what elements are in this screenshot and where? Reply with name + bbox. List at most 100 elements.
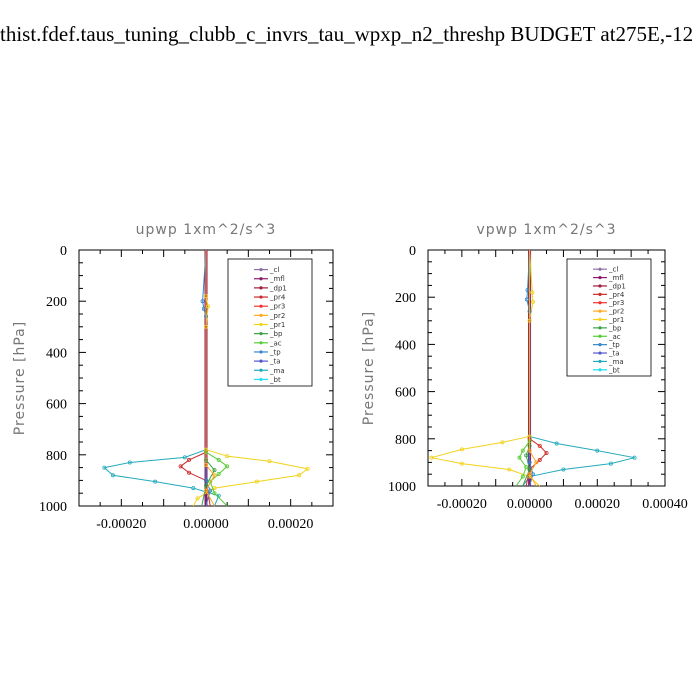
legend-label: _dp1 [269, 284, 287, 292]
legend-label: _ma [269, 367, 285, 375]
legend-label: _pr4 [608, 291, 625, 299]
data-point [212, 473, 217, 478]
data-point [178, 464, 183, 469]
y-tick-label: 200 [46, 295, 67, 310]
legend-label: _ac [269, 339, 282, 347]
legend-marker [259, 341, 263, 345]
data-point [212, 491, 217, 496]
legend-marker [598, 275, 602, 280]
data-point [459, 447, 464, 452]
series-line-ma [103, 250, 220, 507]
legend-label: _ta [269, 358, 281, 366]
legend-marker [598, 326, 602, 330]
legend-label: _bt [269, 376, 281, 384]
y-tick-label: 600 [46, 398, 67, 413]
data-point [187, 457, 192, 462]
legend-marker [598, 359, 602, 364]
y-tick-label: 600 [395, 386, 416, 401]
y-tick-label: 1000 [39, 500, 67, 515]
legend-marker [259, 377, 263, 382]
y-tick-label: 400 [395, 338, 416, 353]
data-point [212, 468, 217, 473]
data-point [561, 467, 566, 472]
legend-marker [259, 368, 263, 372]
data-point [187, 470, 192, 475]
legend-label: _pr4 [269, 294, 286, 302]
legend-label: _dp1 [608, 282, 626, 290]
legend-label: _ac [608, 333, 621, 341]
data-point [429, 455, 434, 460]
data-point [524, 465, 529, 470]
data-point [459, 461, 464, 466]
chart-panel-upwp: upwp 1xm^2/s^3 Pressure [hPa] 0 200 400 600 80… [12, 222, 334, 532]
data-point [537, 443, 542, 448]
legend-marker [259, 267, 263, 272]
data-point [216, 457, 221, 462]
legend-marker [259, 332, 263, 336]
legend-marker [259, 304, 263, 308]
legend-marker [598, 334, 602, 338]
legend-label: _tp [608, 341, 620, 349]
data-point [530, 290, 535, 295]
legend-label: _bt [608, 366, 620, 374]
legend-label: _cl [269, 266, 279, 274]
data-point [182, 455, 187, 460]
chart-title: upwp 1xm^2/s^3 [136, 222, 277, 238]
data-point [208, 488, 213, 493]
y-axis-label: Pressure [hPa] [12, 321, 28, 435]
data-point [524, 453, 529, 458]
series-line-pr2 [205, 250, 215, 507]
series-line-ma [522, 250, 636, 487]
data-point [127, 460, 132, 465]
legend-marker [259, 286, 263, 290]
legend-label: _tp [269, 348, 281, 356]
data-point [530, 299, 535, 304]
legend-label: _mfl [608, 274, 624, 282]
legend-label: _mfl [269, 275, 285, 283]
series-line-pr2 [529, 250, 537, 487]
y-axis-label: Pressure [hPa] [361, 311, 377, 425]
legend-marker [259, 322, 263, 327]
legend-label: _pr2 [269, 312, 285, 320]
legend-marker [259, 295, 263, 299]
data-point [632, 455, 637, 460]
data-point [206, 304, 211, 309]
legend-marker [259, 359, 263, 363]
legend-marker [259, 277, 263, 281]
data-point [517, 455, 522, 460]
legend-label: _ta [608, 350, 620, 358]
y-tick-label: 200 [395, 291, 416, 306]
x-tick-label: -0.00020 [437, 497, 487, 512]
x-tick-label: 0.00020 [268, 517, 314, 532]
legend-marker [259, 350, 263, 354]
data-point [500, 440, 505, 445]
data-point [527, 448, 532, 453]
data-point [225, 464, 230, 469]
data-point [153, 479, 158, 484]
x-tick-label: 0.00040 [642, 497, 688, 512]
data-point [554, 441, 559, 446]
legend-marker [598, 284, 602, 288]
data-point [203, 478, 208, 483]
x-tick-label: 0.00020 [575, 497, 621, 512]
y-tick-label: 0 [409, 244, 416, 259]
legend-box [227, 258, 313, 387]
data-point [608, 461, 613, 466]
legend-label: _cl [608, 266, 618, 274]
legend-label: _pr3 [269, 303, 285, 311]
page-title: thist.fdef.taus_tuning_clubb_c_invrs_tau… [0, 22, 694, 46]
legend-marker [598, 351, 602, 355]
legend-label: _bp [269, 330, 283, 338]
y-tick-label: 1000 [388, 480, 416, 495]
x-tick-label: 0.00000 [507, 497, 553, 512]
data-point [110, 473, 115, 478]
data-point [201, 306, 206, 311]
legend-label: _bp [608, 324, 622, 332]
legend-label: _pr3 [608, 299, 624, 307]
data-point [191, 486, 196, 491]
data-point [527, 460, 532, 465]
legend-label: _pr1 [608, 316, 624, 324]
data-point [520, 448, 525, 453]
legend-marker [598, 292, 602, 296]
data-point [527, 472, 532, 477]
